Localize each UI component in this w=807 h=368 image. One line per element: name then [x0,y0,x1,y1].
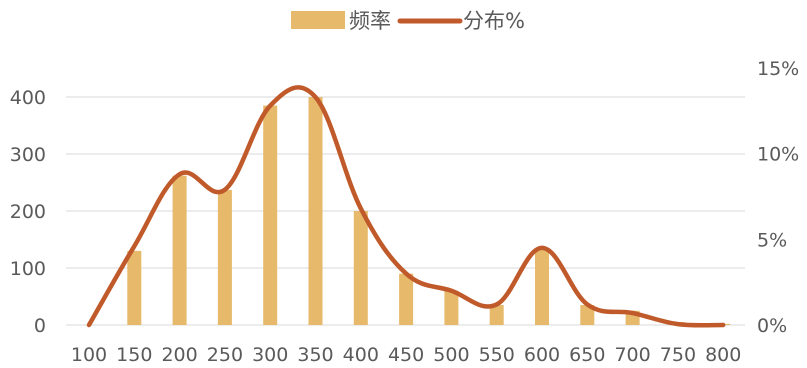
x-tick-label: 250 [207,344,243,366]
right-tick-label: 15% [757,58,799,80]
x-axis-ticks: 100 150 200 250 300 350 400 450 500 550 600 650 700 7… [71,344,741,366]
x-tick-label: 600 [524,344,560,366]
bar [535,248,549,325]
legend-bar-swatch [291,11,345,29]
x-tick-label: 450 [388,344,424,366]
right-tick-label: 10% [757,144,799,166]
bar [127,250,142,325]
left-axis-ticks: 0 100 200 300 400 [10,87,46,337]
bar-series [127,97,731,325]
bar [217,189,232,325]
x-tick-label: 750 [660,344,696,366]
line-series [86,85,726,328]
x-tick-label: 800 [705,344,741,366]
left-tick-label: 0 [34,315,46,337]
bar [353,211,368,325]
left-tick-label: 400 [10,87,46,109]
left-tick-label: 200 [10,201,46,223]
x-tick-label: 350 [297,344,333,366]
x-tick-label: 550 [479,344,515,366]
x-tick-label: 100 [71,344,107,366]
x-tick-label: 150 [116,344,152,366]
bar [263,105,278,325]
left-tick-label: 100 [10,258,46,280]
bar [444,290,459,325]
right-axis-ticks: 0% 5% 10% 15% [757,58,799,337]
x-tick-label: 650 [569,344,605,366]
right-tick-label: 5% [757,229,787,251]
left-tick-label: 300 [10,144,46,166]
bar [399,273,414,325]
right-tick-label: 0% [757,315,787,337]
x-tick-label: 500 [433,344,469,366]
legend-line-label: 分布% [463,9,525,33]
x-tick-label: 300 [252,344,288,366]
bar [172,175,187,325]
x-tick-label: 700 [614,344,650,366]
bar [308,97,323,325]
x-tick-label: 400 [343,344,379,366]
x-tick-label: 200 [161,344,197,366]
legend-bar-label: 频率 [349,9,391,33]
bar [489,305,504,325]
bar [580,305,595,325]
line-path [86,85,726,328]
legend: 频率 分布% [291,9,525,33]
